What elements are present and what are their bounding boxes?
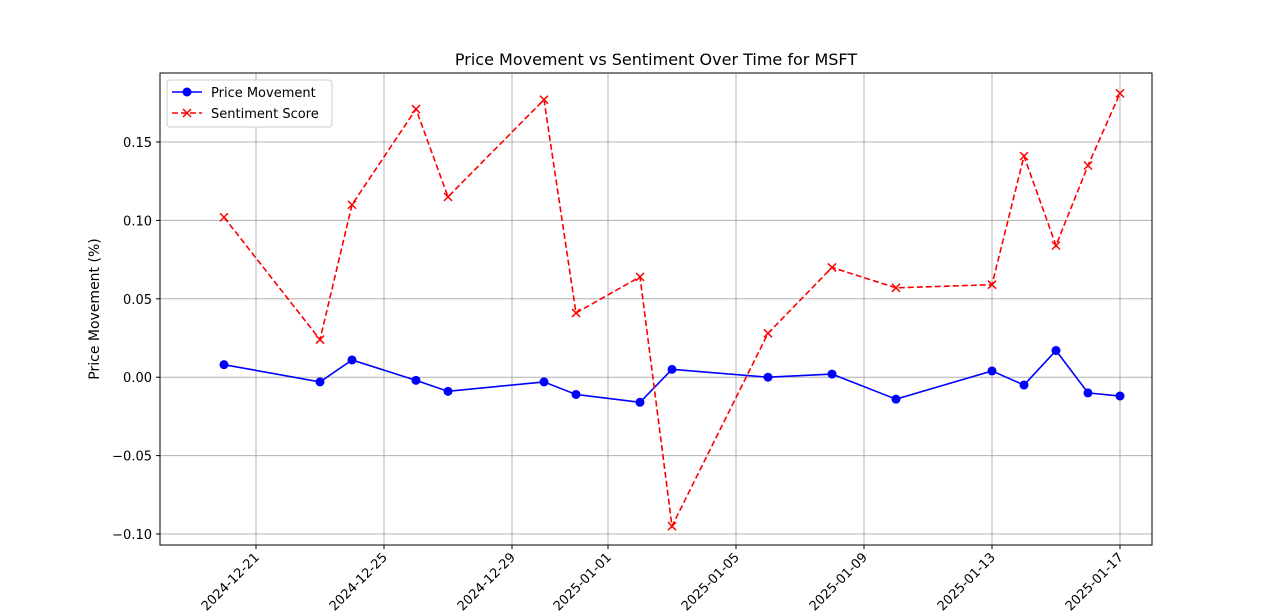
data-point (411, 375, 421, 385)
series-price-movement (219, 346, 1125, 407)
data-point (1051, 346, 1061, 356)
data-point (667, 521, 677, 531)
y-axis-label: Price Movement (%) (87, 238, 103, 379)
data-point (539, 377, 549, 387)
data-point (827, 369, 837, 379)
data-point (315, 377, 325, 387)
y-tick-label: 0.05 (123, 293, 152, 308)
series-sentiment-score (219, 88, 1125, 531)
y-tick-label: 0.15 (123, 136, 152, 151)
grid (160, 73, 1152, 545)
legend: Price Movement Sentiment Score (166, 79, 333, 128)
data-point (763, 328, 773, 338)
data-point (1115, 391, 1125, 401)
y-tick-label: 0.10 (123, 214, 152, 229)
y-tick-label: 0.00 (123, 371, 152, 386)
data-point (411, 104, 421, 114)
y-axis: −0.10 −0.05 0.00 0.05 0.10 0.15 (112, 136, 160, 543)
plot-frame (159, 72, 1153, 546)
data-point (539, 95, 549, 105)
data-point (347, 355, 357, 365)
data-point (347, 200, 357, 210)
data-point (443, 386, 453, 396)
chart-title: Price Movement vs Sentiment Over Time fo… (455, 50, 857, 69)
data-point (891, 394, 901, 404)
legend-label: Price Movement (211, 86, 316, 101)
series-layer (219, 88, 1125, 531)
data-point (571, 389, 581, 399)
y-tick-label: −0.10 (112, 528, 152, 543)
data-point (891, 283, 901, 293)
data-point (571, 308, 581, 318)
data-point (763, 372, 773, 382)
data-point (635, 397, 645, 407)
legend-label: Sentiment Score (211, 107, 319, 122)
data-point (315, 335, 325, 345)
data-point (1115, 88, 1125, 98)
data-point (443, 192, 453, 202)
y-tick-label: −0.05 (112, 450, 152, 465)
data-point (1051, 240, 1061, 251)
data-point (667, 364, 677, 374)
data-point (1019, 151, 1029, 161)
data-point (1083, 160, 1093, 171)
legend-marker (182, 108, 192, 118)
data-point (987, 366, 997, 376)
data-point (219, 360, 229, 370)
data-point (1019, 380, 1029, 390)
data-point (827, 262, 837, 272)
data-point (987, 280, 997, 290)
data-point (1083, 388, 1093, 398)
legend-marker (182, 87, 192, 97)
legend-box (166, 79, 333, 128)
data-point (635, 272, 645, 282)
data-point (219, 212, 229, 222)
